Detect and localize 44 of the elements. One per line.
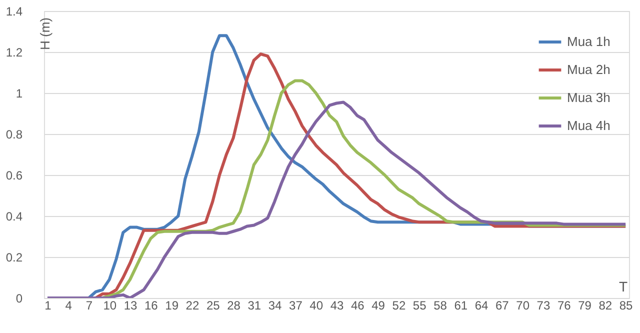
x-tick-label: 13 [124, 298, 138, 312]
x-tick-label: 22 [186, 298, 200, 312]
x-tick-label: 28 [227, 298, 241, 312]
x-tick-label: 52 [392, 298, 406, 312]
y-tick-label: 0.2 [6, 250, 23, 264]
x-tick-label: 70 [516, 298, 530, 312]
x-tick-label: 40 [310, 298, 324, 312]
x-tick-label: 82 [598, 298, 612, 312]
x-tick-label: 34 [268, 298, 282, 312]
x-tick-label: 37 [289, 298, 303, 312]
y-tick-label: 0 [16, 292, 23, 306]
line-series [46, 100, 628, 298]
x-tick-label: 1 [44, 298, 52, 312]
legend-label: Mua 3h [567, 90, 610, 105]
x-tick-label: 19 [165, 298, 179, 312]
x-tick-label: 49 [372, 298, 386, 312]
x-tick-label: 43 [330, 298, 344, 312]
x-tick-label: 85 [619, 298, 634, 312]
y-tick-label: 1.2 [6, 46, 23, 60]
x-tick-label: 79 [578, 298, 592, 312]
x-tick-label: 55 [412, 298, 427, 312]
x-tick-label: 25 [206, 298, 220, 312]
y-axis-title: H (m) [38, 18, 52, 50]
x-tick-label: 67 [495, 298, 510, 312]
y-tick-label: 0.8 [6, 128, 23, 142]
x-tick-label: 76 [557, 298, 572, 312]
x-tick-label: 7 [86, 298, 93, 312]
x-tick-label: 31 [248, 298, 262, 312]
x-tick-label: 10 [103, 298, 117, 312]
legend-label: Mua 4h [567, 118, 610, 133]
x-tick-label: 46 [350, 298, 365, 312]
x-axis-title: T [618, 278, 628, 294]
x-tick-label: 64 [474, 298, 489, 312]
x-tick-label: 16 [144, 298, 158, 312]
legend-label: Mua 1h [567, 34, 610, 49]
x-tick-label: 58 [434, 298, 448, 312]
x-tick-label: 73 [536, 298, 550, 312]
y-tick-label: 1.4 [6, 4, 23, 18]
y-tick-label: 1 [16, 86, 23, 100]
y-tick-label: 0.6 [6, 168, 23, 182]
y-tick-label: 0.4 [6, 210, 23, 224]
x-tick-label: 4 [65, 298, 72, 312]
legend-label: Mua 2h [567, 62, 610, 77]
x-tick-label: 61 [454, 298, 468, 312]
